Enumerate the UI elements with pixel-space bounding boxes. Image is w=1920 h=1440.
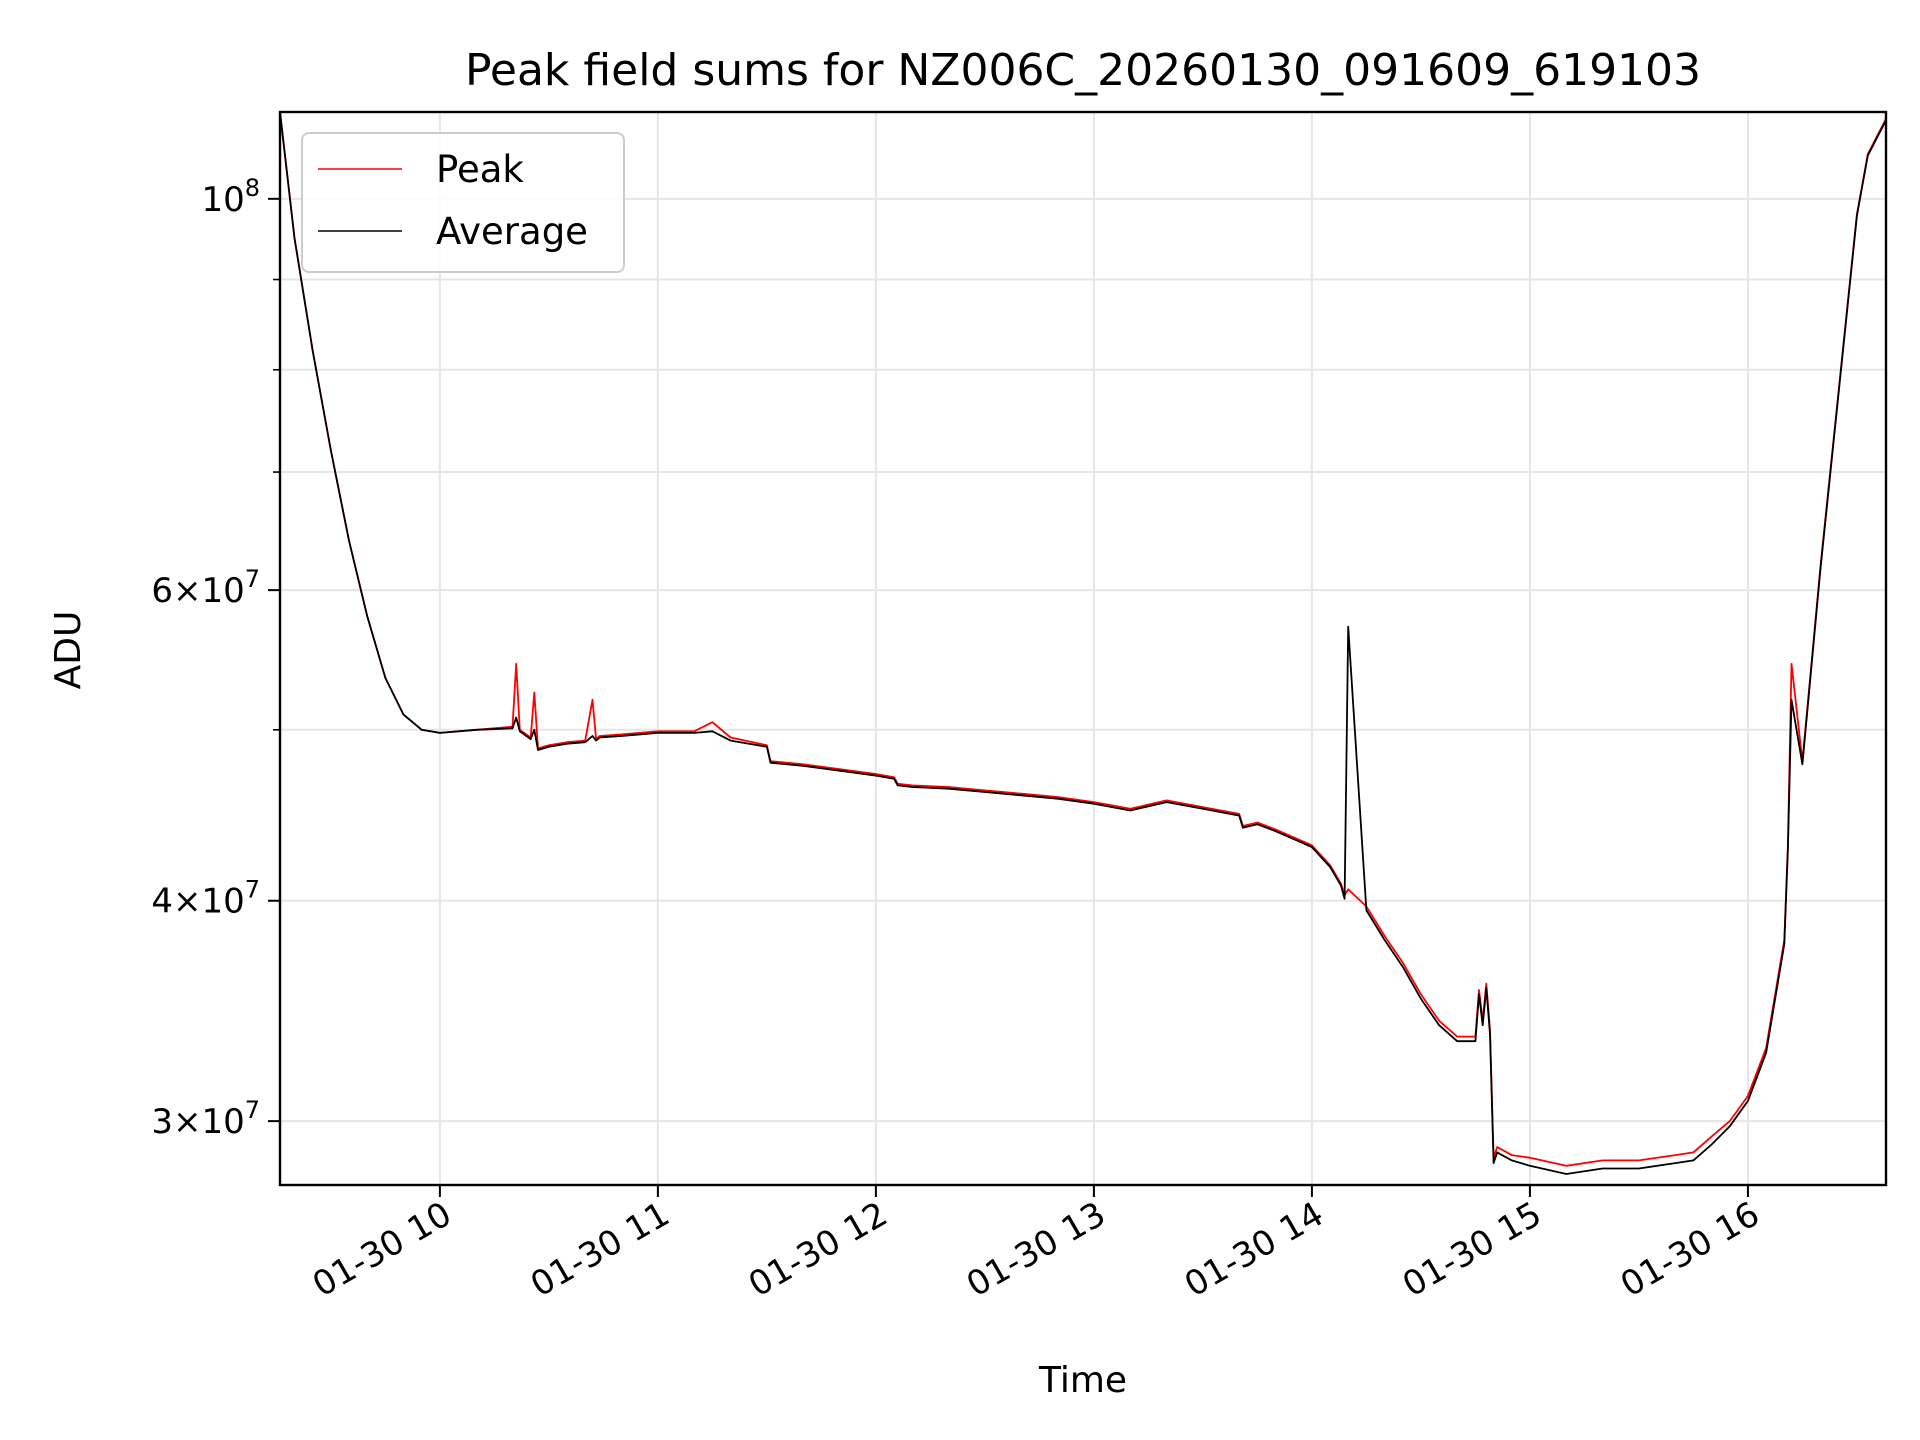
y-tick-label: 108 bbox=[201, 174, 260, 220]
chart-title: Peak field sums for NZ006C_20260130_0916… bbox=[465, 45, 1701, 96]
series-line-peak bbox=[279, 111, 1887, 1167]
y-tick-label: 3×107 bbox=[151, 1096, 260, 1142]
legend: Peak Average bbox=[301, 132, 625, 273]
plot-frame bbox=[278, 110, 1888, 1187]
legend-box bbox=[301, 132, 625, 273]
grid bbox=[280, 112, 1886, 1185]
y-tick-label: 6×107 bbox=[151, 565, 260, 611]
series-line-average bbox=[279, 111, 1887, 1175]
legend-label-peak: Peak bbox=[436, 148, 524, 191]
x-axis-label: Time bbox=[1038, 1360, 1127, 1401]
series-layer bbox=[279, 111, 1887, 1175]
y-axis: 3×107 4×107 6×107 108 bbox=[151, 174, 280, 1142]
y-axis-label: ADU bbox=[48, 611, 89, 690]
legend-label-average: Average bbox=[436, 210, 588, 253]
y-tick-label: 4×107 bbox=[151, 876, 260, 922]
